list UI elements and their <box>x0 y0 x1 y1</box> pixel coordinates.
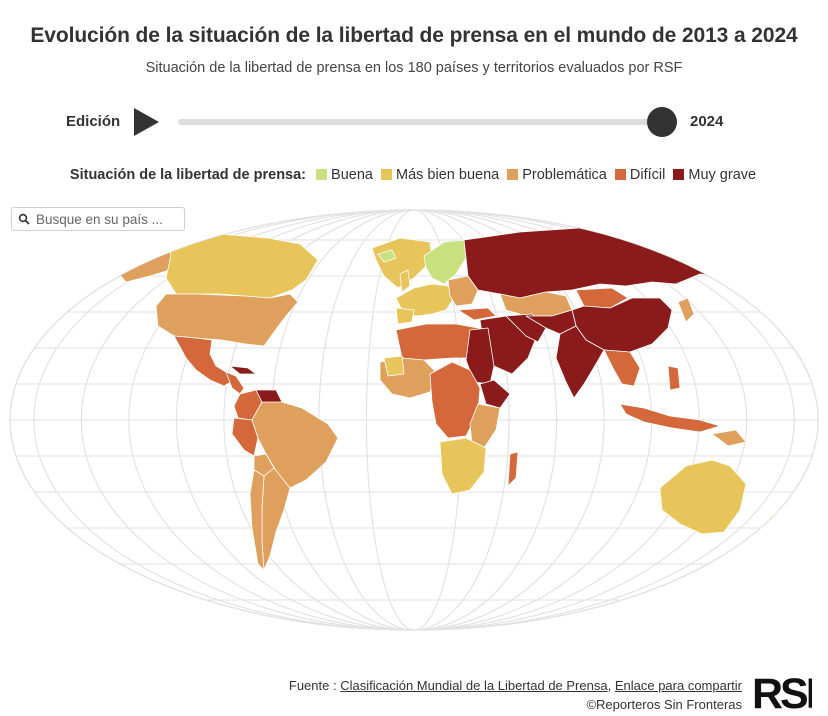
legend-swatch <box>507 169 519 180</box>
legend: Situación de la libertad de prensa: Buen… <box>0 167 828 183</box>
region-iberia[interactable] <box>395 307 415 325</box>
legend-label: Más bien buena <box>396 167 500 183</box>
region-horn-of-africa[interactable] <box>479 379 511 409</box>
chart-subtitle: Situación de la libertad de prensa en lo… <box>145 60 683 76</box>
region-cuba[interactable] <box>229 365 257 375</box>
legend-item-dificil[interactable]: Difícil <box>614 167 666 183</box>
search-icon <box>18 213 30 225</box>
rsf-logo: RSF <box>752 670 812 712</box>
region-greenland[interactable] <box>371 237 433 289</box>
region-mongolia[interactable] <box>575 287 629 309</box>
footer-source: Fuente : Clasificación Mundial de la Lib… <box>289 678 742 693</box>
region-australia[interactable] <box>659 459 747 535</box>
footer-separator: , <box>607 678 615 693</box>
year-slider-track[interactable] <box>178 119 670 125</box>
legend-swatch <box>316 169 328 180</box>
year-slider-value: 2024 <box>690 113 724 130</box>
world-map[interactable] <box>0 198 828 638</box>
legend-swatch <box>381 169 393 180</box>
legend-label: Muy grave <box>688 167 757 183</box>
legend-item-buena[interactable]: Buena <box>316 167 373 183</box>
search-input[interactable] <box>36 210 180 228</box>
legend-label: Buena <box>331 167 373 183</box>
footer-source-prefix: Fuente : <box>288 678 341 693</box>
legend-label: Problemática <box>522 167 607 183</box>
play-icon[interactable] <box>134 108 159 136</box>
region-central-america[interactable] <box>225 371 245 395</box>
region-southern-africa[interactable] <box>439 437 487 495</box>
logo-text: RSF <box>752 670 812 712</box>
edition-label: Edición <box>66 113 121 130</box>
chart-title: Evolución de la situación de la libertad… <box>30 24 798 47</box>
legend-title: Situación de la libertad de prensa: <box>69 167 307 183</box>
country-search[interactable] <box>11 207 185 231</box>
legend-item-problematica[interactable]: Problemática <box>507 167 607 183</box>
region-usa[interactable] <box>155 293 299 347</box>
legend-item-mas-bien-buena[interactable]: Más bien buena <box>381 167 499 183</box>
region-uk[interactable] <box>399 269 411 293</box>
legend-item-muy-grave[interactable]: Muy grave <box>673 167 756 183</box>
region-papua[interactable] <box>711 429 747 447</box>
region-madagascar[interactable] <box>507 451 519 487</box>
region-chile[interactable] <box>249 469 265 571</box>
source-link[interactable]: Clasificación Mundial de la Libertad de … <box>340 678 608 693</box>
region-korea-japan[interactable] <box>677 297 695 323</box>
region-southeast-asia[interactable] <box>603 349 641 387</box>
legend-swatch <box>673 169 685 180</box>
region-turkey[interactable] <box>457 307 497 321</box>
region-iceland[interactable] <box>377 249 397 263</box>
region-mali[interactable] <box>383 355 405 377</box>
year-slider-handle[interactable] <box>647 107 677 137</box>
legend-swatch <box>614 169 626 180</box>
region-scandinavia[interactable] <box>423 239 467 285</box>
region-india[interactable] <box>555 325 605 399</box>
share-link[interactable]: Enlace para compartir <box>614 678 742 693</box>
region-indonesia[interactable] <box>619 403 721 433</box>
footer-copyright: ©Reporteros Sin Fronteras <box>586 697 742 712</box>
region-philippines[interactable] <box>667 365 681 391</box>
legend-label: Difícil <box>629 167 666 183</box>
